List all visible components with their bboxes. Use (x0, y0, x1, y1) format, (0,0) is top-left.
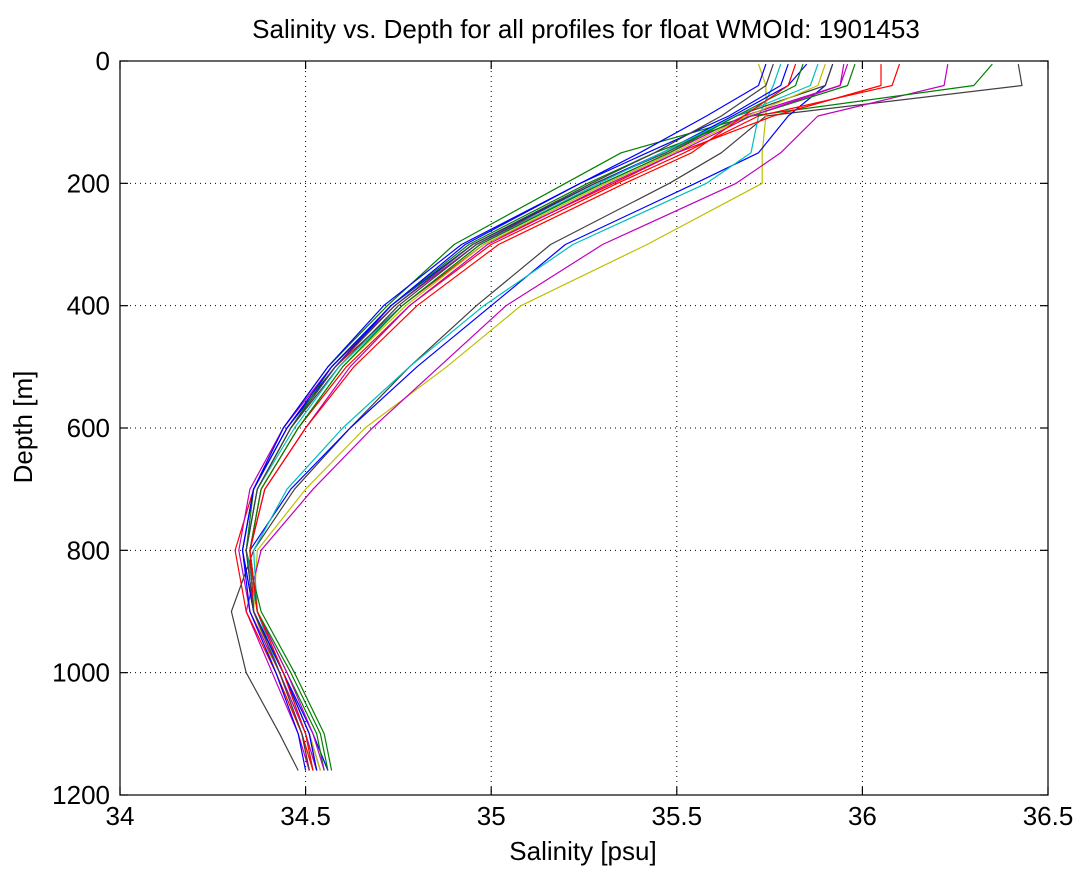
x-tick-label: 36 (848, 801, 877, 831)
profile-line-11 (245, 63, 856, 771)
y-tick-label: 400 (67, 291, 110, 321)
profile-line-5 (253, 63, 782, 771)
chart-title: Salinity vs. Depth for all profiles for … (252, 14, 920, 44)
profile-line-10 (245, 63, 834, 771)
y-tick-label: 200 (67, 168, 110, 198)
profile-line-8 (238, 63, 845, 771)
profile-line-13 (245, 63, 819, 771)
profile-line-20 (249, 63, 797, 771)
profile-line-7 (234, 64, 882, 771)
y-tick-label: 1200 (52, 780, 110, 810)
axes (119, 60, 1049, 796)
x-axis-title: Salinity [psu] (509, 836, 656, 866)
profile-line-16 (249, 63, 849, 771)
x-tick-label: 34 (106, 801, 135, 831)
x-tick-label: 36.5 (1023, 801, 1074, 831)
y-tick-label: 600 (67, 413, 110, 443)
y-tick-label: 1000 (52, 658, 110, 688)
profile-line-18 (245, 63, 774, 771)
profile-line-17 (249, 63, 804, 771)
x-tick-label: 34.5 (280, 801, 331, 831)
y-tick-label: 0 (96, 46, 110, 76)
y-axis-title: Depth [m] (8, 371, 38, 484)
plot-frame (119, 60, 1049, 796)
profile-line-14 (249, 63, 901, 771)
profile-lines (230, 63, 1023, 771)
profile-line-12 (249, 63, 826, 771)
y-tick-label: 800 (67, 535, 110, 565)
profile-line-3 (245, 63, 949, 771)
x-tick-label: 35.5 (651, 801, 702, 831)
x-tick-label: 35 (477, 801, 506, 831)
profile-line-4 (249, 63, 834, 771)
profile-line-2 (253, 63, 767, 771)
tick-labels: 34 34.5 35 35.5 36 36.5 0 200 400 600 800 1000 1200 (52, 46, 1073, 831)
grid-lines (120, 61, 1048, 795)
profile-line-19 (241, 63, 767, 771)
profile-line-15 (241, 63, 789, 771)
